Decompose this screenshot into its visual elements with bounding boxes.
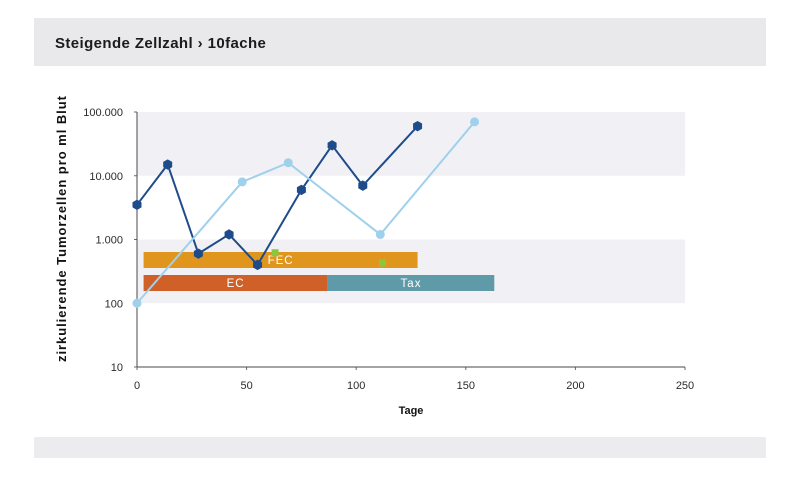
series-1 xyxy=(132,120,423,271)
x-tick-label: 150 xyxy=(457,380,475,392)
y-tick-label: 10.000 xyxy=(89,171,123,183)
chart-title: Steigende Zellzahl › 10fache xyxy=(55,35,267,52)
card-footer xyxy=(34,437,766,458)
data-point xyxy=(224,229,234,240)
data-point xyxy=(296,184,306,196)
y-tick-label: 100 xyxy=(105,298,123,310)
data-point xyxy=(413,120,423,132)
data-point xyxy=(237,177,247,187)
y-tick-label: 1.000 xyxy=(95,235,123,247)
y-axis-label: zirkulierende Tumorzellen pro ml Blut xyxy=(54,95,69,362)
y-tick-label: 10 xyxy=(111,362,123,374)
data-point xyxy=(375,229,385,239)
treatment-label: EC xyxy=(227,278,245,290)
series-3 xyxy=(271,249,387,267)
grid-bands xyxy=(137,112,685,304)
grid-band xyxy=(137,112,685,176)
treatment-bar xyxy=(327,275,495,291)
data-point xyxy=(470,117,480,127)
data-point xyxy=(379,259,387,267)
treatment-bar xyxy=(143,252,418,268)
grid-band xyxy=(137,239,685,304)
x-tick-label: 250 xyxy=(676,380,694,392)
treatment-bars: FEC EC Tax xyxy=(143,252,495,291)
x-tick-label: 100 xyxy=(347,380,365,392)
data-point xyxy=(253,259,263,271)
x-tick-label: 200 xyxy=(566,380,584,392)
x-axis-label: Tage xyxy=(399,405,424,417)
y-axis-ticks: 10 100 1.000 10.000 100.000 xyxy=(83,107,137,374)
treatment-label: Tax xyxy=(401,278,422,290)
x-tick-label: 0 xyxy=(134,380,140,392)
data-point xyxy=(283,158,293,168)
data-series xyxy=(132,117,480,308)
data-point xyxy=(163,159,173,170)
treatment-bar xyxy=(143,275,328,291)
data-point xyxy=(193,248,203,259)
data-point xyxy=(271,249,279,257)
y-tick-label: 100.000 xyxy=(83,107,123,119)
data-point xyxy=(358,180,368,191)
series-2 xyxy=(132,117,480,308)
card-header: Steigende Zellzahl › 10fache xyxy=(34,18,766,66)
data-point xyxy=(132,199,142,211)
chart-card: Steigende Zellzahl › 10fache xyxy=(34,18,766,458)
data-point xyxy=(327,140,337,151)
treatment-label: FEC xyxy=(268,255,294,267)
x-tick-label: 50 xyxy=(240,380,252,392)
data-point xyxy=(132,298,142,308)
x-axis-ticks: 0 50 100 150 200 250 xyxy=(134,367,694,392)
